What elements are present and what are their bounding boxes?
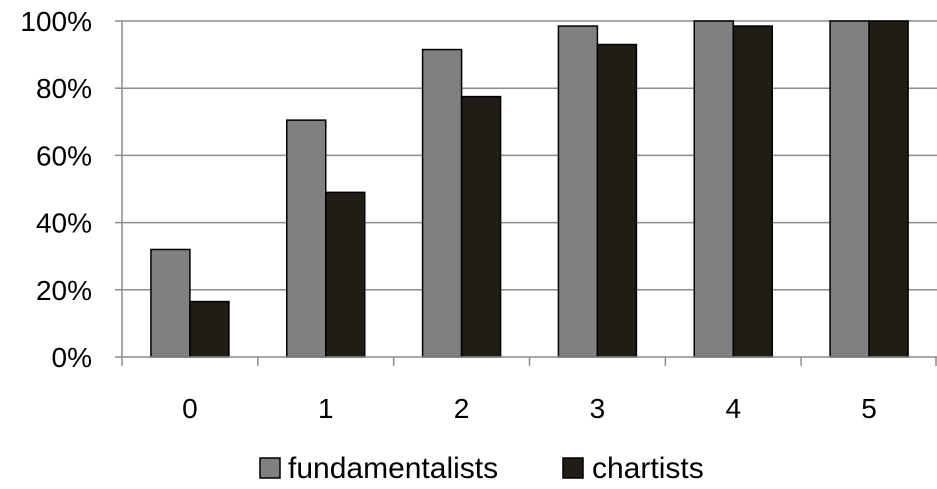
x-axis-tick-labels: 0 1 2 3 4 5 (182, 393, 877, 424)
legend-label-fundamentalists: fundamentalists (288, 452, 498, 485)
y-tick-label: 0% (52, 342, 92, 373)
x-tick-label: 4 (725, 393, 741, 424)
bar-fundamentalists-1 (286, 119, 327, 358)
legend-label-chartists: chartists (592, 452, 704, 485)
x-tick-label: 3 (590, 393, 606, 424)
bar-fundamentalists-2 (421, 48, 463, 358)
y-tick-label: 40% (36, 208, 92, 239)
x-tick-label: 1 (318, 393, 334, 424)
bar-fundamentalists-4 (693, 20, 734, 358)
gridlines (122, 20, 937, 291)
x-tick-label: 2 (454, 393, 470, 424)
y-tick-label: 20% (36, 275, 92, 306)
y-tick-label: 100% (20, 6, 92, 37)
bar-chartists-1 (325, 191, 366, 358)
y-axis-tick-labels: 0% 20% 40% 60% 80% 100% (20, 6, 92, 373)
bars (150, 20, 909, 358)
bar-chartists-0 (189, 300, 230, 358)
bar-chartists-5 (868, 20, 909, 358)
x-tick-label: 0 (182, 393, 198, 424)
x-tick-label: 5 (861, 393, 877, 424)
bar-fundamentalists-3 (557, 25, 599, 358)
bar-fundamentalists-5 (829, 20, 870, 358)
y-tick-label: 60% (36, 140, 92, 171)
bar-fundamentalists-0 (150, 248, 191, 358)
legend-swatch-fundamentalists (259, 457, 281, 479)
axes (115, 20, 937, 366)
bar-chartists-2 (460, 95, 502, 358)
bar-chartists-4 (732, 25, 773, 358)
legend: fundamentalists chartists (259, 452, 704, 485)
bar-chartists-3 (596, 43, 638, 358)
y-tick-label: 80% (36, 73, 92, 104)
legend-swatch-chartists (562, 457, 584, 479)
